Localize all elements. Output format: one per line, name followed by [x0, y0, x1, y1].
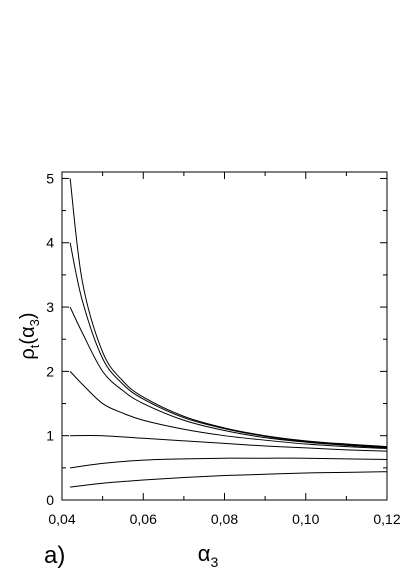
series-group: [69, 178, 388, 488]
series-line-3: [69, 306, 388, 449]
x-tick-label: 0,08: [211, 511, 238, 527]
plot-frame: [61, 171, 388, 501]
y-tick-label: 0: [46, 492, 54, 508]
x-tick-label: 0,12: [373, 511, 400, 527]
series-line-2: [69, 242, 388, 448]
x-tick-label: 0,04: [48, 511, 75, 527]
y-label-arg-symbol: α: [17, 326, 39, 338]
axis-tick-labels: 0,04 0,06 0,08 0,10 0,12 0 1 2 3 4 5: [46, 170, 401, 527]
x-label-subscript: 3: [210, 554, 218, 570]
series-line-4: [69, 371, 388, 450]
y-tick-label: 3: [46, 299, 54, 315]
series-line-5: [70, 435, 388, 452]
y-label-symbol: ρ: [17, 348, 39, 359]
y-label-subscript: t: [27, 344, 42, 348]
axis-ticks: [61, 172, 388, 501]
x-label-symbol: α: [198, 541, 211, 566]
y-tick-label: 1: [46, 428, 54, 444]
x-tick-label: 0,06: [130, 511, 157, 527]
y-axis-label: ρt(α3): [17, 312, 42, 359]
panel-label: a): [44, 542, 65, 569]
y-tick-label: 4: [46, 235, 54, 251]
series-line-6: [70, 457, 388, 469]
x-tick-label: 0,10: [292, 511, 319, 527]
series-line-7: [70, 471, 388, 488]
y-tick-label: 2: [46, 363, 54, 379]
y-tick-label: 5: [46, 170, 54, 186]
series-line-1: [69, 178, 388, 448]
x-axis-label: α3: [198, 541, 219, 570]
y-label-arg-subscript: 3: [27, 319, 42, 326]
